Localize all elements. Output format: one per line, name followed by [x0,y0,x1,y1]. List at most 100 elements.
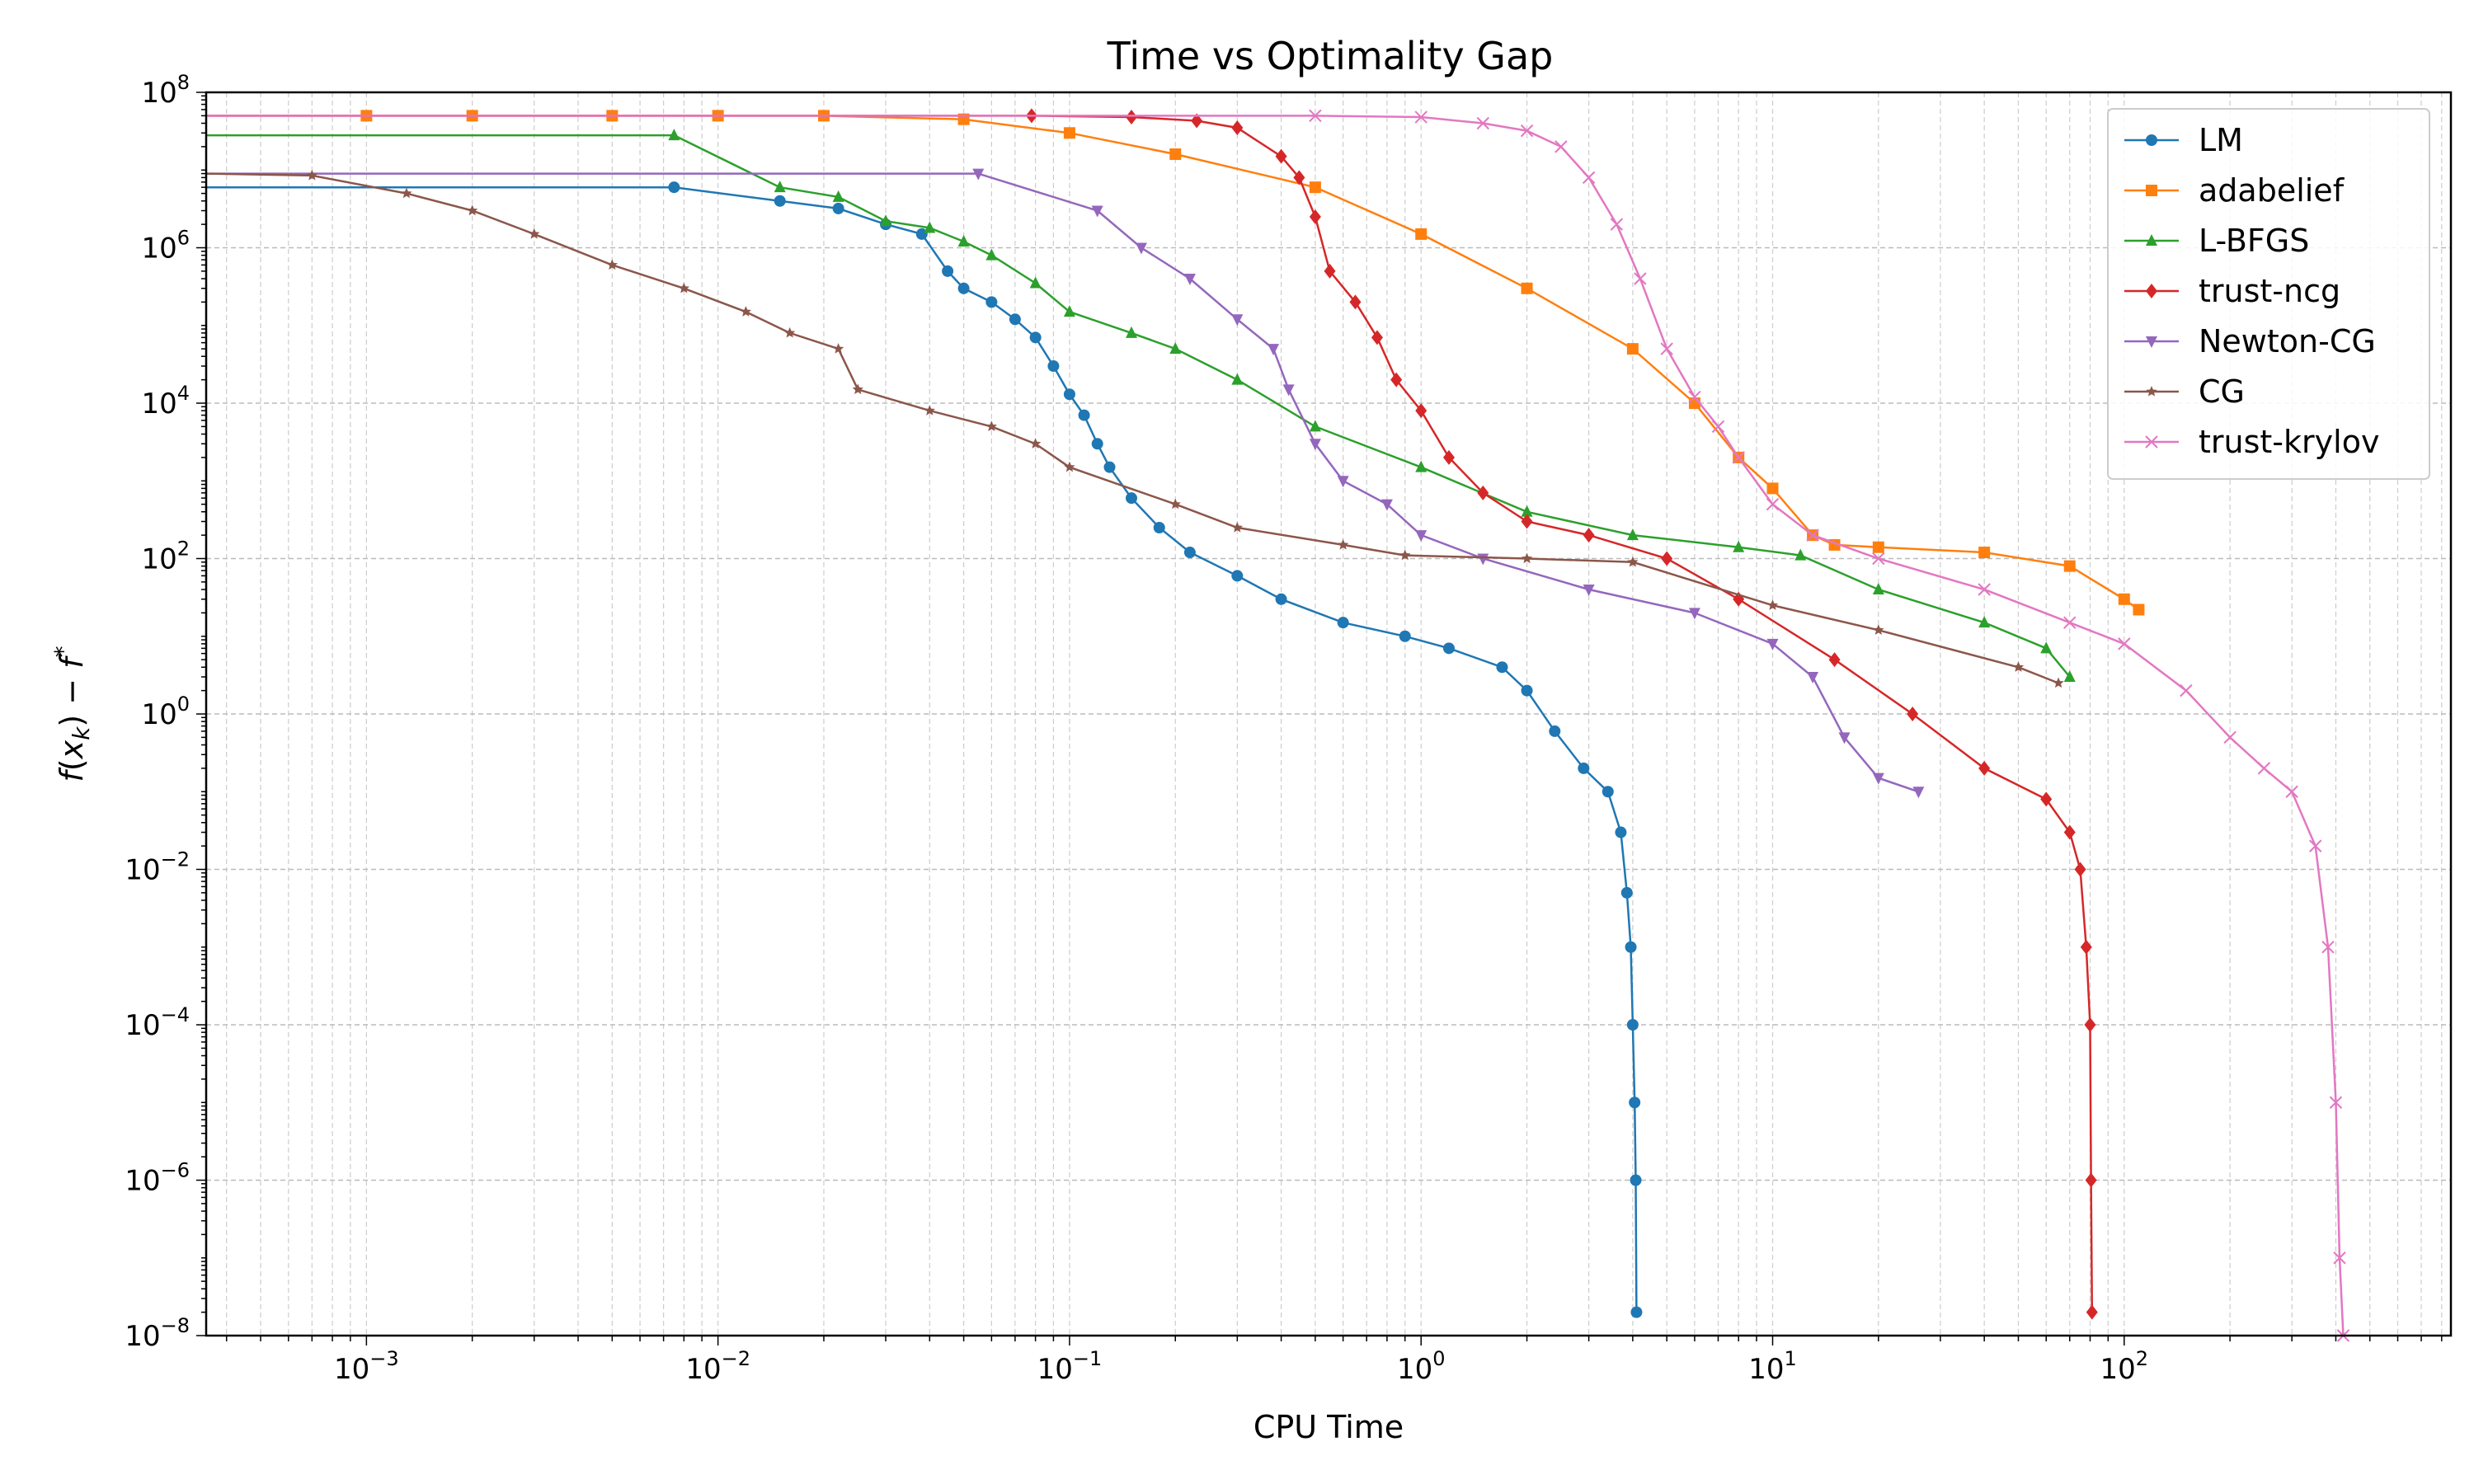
y-tick-label: 100 [141,693,190,731]
legend-label: trust-ncg [2199,273,2340,309]
data-point-marker [2257,762,2271,775]
data-point-marker [1231,373,1244,385]
data-point-marker [1371,330,1383,345]
data-point-marker [1521,282,1533,294]
x-tick-label: 10−1 [1037,1347,1103,1386]
data-point-marker [1583,528,1595,543]
series-cg [205,169,2064,688]
data-point-marker [1169,342,1182,355]
legend-item: Newton-CG [2124,323,2376,359]
series-l-bfgs [206,129,2076,683]
data-point-marker [1324,263,1336,279]
data-point-marker [1907,707,1919,721]
data-point-marker [852,383,863,395]
data-point-marker [1135,242,1147,255]
data-point-marker [2012,661,2025,672]
y-tick-label: 108 [141,71,190,110]
data-point-marker [1630,1306,1643,1318]
data-point-marker [2223,730,2236,744]
y-tick-label: 102 [141,538,190,576]
data-point-marker [1912,787,1925,799]
data-point-marker [1711,420,1725,434]
data-point-marker [1231,314,1244,326]
data-point-marker [2333,1252,2346,1265]
data-point-marker [1615,826,1627,838]
data-point-marker [1838,732,1851,744]
y-tick-label: 10−6 [125,1159,190,1198]
x-tick-label: 100 [1397,1347,1446,1386]
data-point-marker [1337,538,1349,550]
legend-label: Newton-CG [2199,323,2376,359]
data-point-marker [1978,547,1991,559]
data-point-marker [1337,617,1349,629]
data-point-marker [1620,886,1633,899]
data-point-marker [1380,499,1393,511]
series-trust-ncg [206,108,2098,1320]
x-axis-label: CPU Time [1253,1409,1404,1445]
data-point-marker [1627,556,1639,567]
legend-label: CG [2199,373,2245,410]
data-point-marker [2063,560,2076,572]
y-tick-label: 106 [141,227,190,265]
data-point-marker [985,296,998,308]
data-point-marker [1009,313,1021,326]
data-point-marker [1029,438,1042,448]
data-point-marker [1634,272,1647,285]
data-point-marker [2180,683,2193,697]
data-point-marker [668,129,680,141]
data-point-marker [1415,530,1427,542]
data-point-marker [1978,760,1991,776]
data-point-marker [1191,113,1203,129]
data-point-marker [401,187,412,199]
data-point-marker [1626,528,1639,541]
legend-label: trust-krylov [2199,424,2379,460]
data-point-marker [774,195,786,207]
data-point-marker [1732,451,1745,464]
data-point-marker [606,259,618,270]
data-point-marker [915,228,928,240]
data-point-marker [1337,476,1349,488]
data-point-marker [1029,331,1042,344]
data-point-marker [2133,603,2145,616]
data-point-marker [832,190,844,202]
data-point-marker [1063,388,1075,401]
data-point-marker [2118,593,2130,605]
data-point-marker [774,181,786,193]
data-point-marker [1078,409,1090,421]
data-point-marker [2040,791,2053,807]
data-point-marker [1629,1097,1641,1109]
data-point-marker [1309,181,1321,194]
data-point-marker [1103,461,1116,473]
y-tick-label: 104 [141,382,190,420]
data-point-marker [668,181,680,194]
legend-label: L-BFGS [2199,223,2309,259]
data-point-marker [2063,824,2076,840]
data-point-marker [1415,460,1427,472]
series-line [206,172,1919,793]
data-point-marker [1183,274,1196,286]
data-point-marker [1610,218,1624,231]
data-point-marker [1414,110,1427,124]
data-point-marker [2040,641,2053,654]
data-point-marker [2285,785,2298,798]
series-layer [205,108,2350,1342]
data-point-marker [1578,762,1590,774]
data-point-marker [2321,941,2335,954]
data-point-marker [1873,624,1884,635]
data-point-marker [1602,786,1614,798]
data-point-marker [1063,305,1075,317]
x-tick-label: 10−2 [685,1347,750,1386]
data-point-marker [1309,109,1322,123]
data-point-marker [1978,616,1991,628]
data-point-marker [972,168,985,181]
y-axis-label: f(xk) − f* [49,646,95,782]
legend-item: adabelief [2124,172,2345,209]
data-point-marker [1688,608,1700,620]
data-point-marker [1126,326,1138,338]
data-point-marker [2063,616,2077,629]
data-point-marker [1231,521,1243,533]
data-point-marker [1029,276,1042,289]
series-newton-cg [206,168,1925,799]
data-point-marker [2053,677,2064,688]
